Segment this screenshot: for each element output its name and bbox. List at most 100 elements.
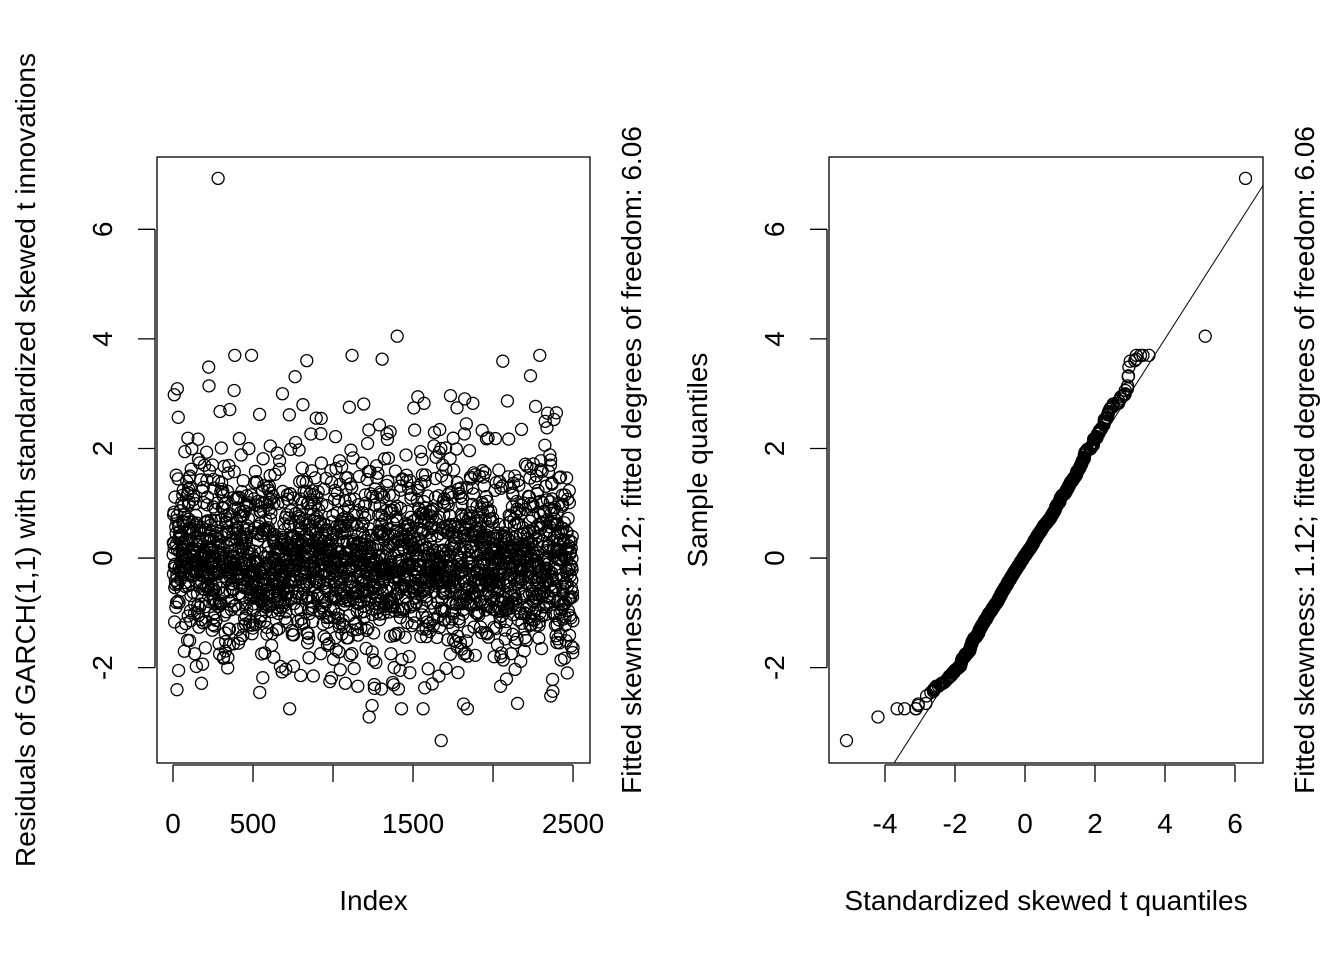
data-point — [496, 354, 510, 368]
data-point — [458, 392, 472, 406]
data-point — [363, 593, 377, 607]
data-point — [460, 702, 475, 716]
data-point — [283, 442, 298, 456]
data-point — [223, 402, 237, 417]
data-point — [543, 448, 557, 462]
data-point — [449, 442, 464, 456]
data-point — [238, 504, 252, 519]
data-point — [475, 464, 490, 478]
data-point — [417, 396, 431, 410]
data-point — [559, 471, 574, 485]
data-point — [369, 655, 383, 670]
data-point — [324, 671, 339, 685]
data-point — [315, 497, 329, 511]
data-point — [494, 646, 509, 660]
data-point — [245, 627, 259, 641]
data-point — [563, 592, 577, 606]
data-point — [374, 682, 388, 696]
data-point — [301, 626, 315, 641]
data-point — [392, 626, 406, 640]
data-point — [494, 650, 508, 664]
data-point — [564, 639, 578, 653]
data-point — [499, 672, 514, 686]
data-point — [188, 647, 202, 661]
data-point — [428, 490, 443, 505]
data-point — [533, 348, 547, 362]
data-point — [221, 466, 235, 480]
data-point — [407, 423, 422, 437]
data-point — [198, 582, 212, 597]
data-point — [911, 697, 925, 711]
data-point — [346, 451, 360, 465]
data-point — [329, 643, 343, 657]
data-point — [391, 602, 405, 616]
data-point — [354, 621, 368, 635]
data-point — [540, 421, 554, 435]
data-point — [314, 456, 328, 470]
data-point — [411, 390, 425, 404]
data-point — [304, 427, 318, 441]
data-point — [302, 651, 316, 665]
data-point — [275, 387, 290, 401]
data-point — [382, 488, 396, 502]
data-point — [384, 647, 398, 661]
data-point — [279, 662, 293, 676]
data-point — [227, 464, 241, 479]
data-point — [545, 672, 560, 687]
data-point — [345, 518, 360, 532]
data-point — [407, 616, 422, 630]
data-point — [500, 394, 515, 408]
data-point — [488, 431, 503, 446]
data-point — [264, 638, 279, 653]
data-point — [453, 489, 468, 504]
data-point — [345, 647, 359, 661]
data-point — [167, 388, 181, 402]
data-point — [391, 682, 406, 696]
data-point — [473, 520, 488, 535]
data-point — [275, 665, 289, 679]
data-point — [509, 591, 523, 606]
data-point — [227, 383, 241, 398]
data-point — [433, 422, 447, 437]
data-point — [499, 529, 513, 543]
data-point — [194, 676, 209, 690]
data-point — [538, 414, 552, 428]
data-point — [265, 626, 279, 641]
data-point — [498, 623, 512, 637]
data-point — [557, 651, 572, 665]
data-point — [452, 614, 466, 629]
data-point — [418, 681, 432, 695]
data-point — [510, 494, 524, 508]
data-point — [296, 398, 310, 412]
data-point — [560, 666, 574, 680]
data-point — [459, 634, 474, 648]
data-point — [272, 462, 287, 476]
data-point — [505, 561, 519, 575]
data-point — [218, 644, 233, 658]
data-point — [418, 468, 433, 482]
data-point — [372, 418, 387, 432]
data-point — [283, 517, 297, 531]
data-point — [439, 661, 453, 676]
data-point — [263, 439, 277, 453]
data-point — [330, 567, 344, 581]
data-point — [505, 627, 520, 641]
data-point — [263, 512, 278, 526]
data-point — [314, 647, 328, 661]
data-point — [565, 590, 580, 604]
data-point — [565, 551, 579, 566]
y-tick-label: 4 — [87, 331, 118, 347]
data-point — [263, 468, 277, 483]
data-point — [493, 679, 508, 693]
data-point — [403, 666, 417, 680]
data-point — [508, 662, 522, 677]
data-point — [357, 604, 371, 619]
data-point — [171, 663, 186, 678]
data-point — [351, 679, 365, 693]
data-point — [244, 348, 259, 362]
data-point — [324, 475, 339, 489]
data-point — [415, 468, 430, 482]
data-point — [383, 536, 398, 551]
